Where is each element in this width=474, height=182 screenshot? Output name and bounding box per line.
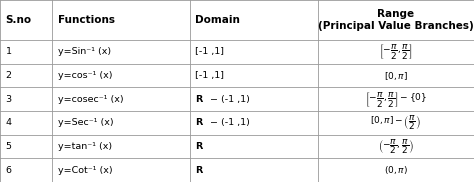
Text: y=Sin⁻¹ (x): y=Sin⁻¹ (x) (58, 47, 111, 56)
Text: R: R (195, 95, 202, 104)
Text: 5: 5 (6, 142, 12, 151)
Text: Range
(Principal Value Branches): Range (Principal Value Branches) (318, 9, 474, 31)
Text: [-1 ,1]: [-1 ,1] (195, 47, 224, 56)
Text: $[0,\pi]-\left(\dfrac{\pi}{2}\right)$: $[0,\pi]-\left(\dfrac{\pi}{2}\right)$ (371, 113, 421, 132)
Text: R: R (195, 118, 202, 127)
Text: [-1 ,1]: [-1 ,1] (195, 71, 224, 80)
Text: y=cosec⁻¹ (x): y=cosec⁻¹ (x) (58, 95, 123, 104)
Text: R: R (195, 142, 202, 151)
Text: 3: 3 (6, 95, 12, 104)
Text: R: R (195, 166, 202, 175)
Text: Domain: Domain (195, 15, 240, 25)
Text: y=Cot⁻¹ (x): y=Cot⁻¹ (x) (58, 166, 112, 175)
Text: $[0,\pi]$: $[0,\pi]$ (384, 70, 408, 82)
Text: S.no: S.no (6, 15, 32, 25)
Text: y=tan⁻¹ (x): y=tan⁻¹ (x) (58, 142, 112, 151)
Text: 1: 1 (6, 47, 12, 56)
Text: $\left(-\dfrac{\pi}{2},\dfrac{\pi}{2}\right)$: $\left(-\dfrac{\pi}{2},\dfrac{\pi}{2}\ri… (378, 137, 414, 156)
Text: $\left[-\dfrac{\pi}{2},\dfrac{\pi}{2}\right]-\{0\}$: $\left[-\dfrac{\pi}{2},\dfrac{\pi}{2}\ri… (365, 90, 427, 109)
Text: y=cos⁻¹ (x): y=cos⁻¹ (x) (58, 71, 112, 80)
Text: − (-1 ,1): − (-1 ,1) (207, 118, 250, 127)
Text: − (-1 ,1): − (-1 ,1) (207, 95, 250, 104)
Text: y=Sec⁻¹ (x): y=Sec⁻¹ (x) (58, 118, 113, 127)
Text: Functions: Functions (58, 15, 115, 25)
Text: $(0,\pi)$: $(0,\pi)$ (384, 164, 408, 176)
Text: $\left[-\dfrac{\pi}{2},\dfrac{\pi}{2}\right]$: $\left[-\dfrac{\pi}{2},\dfrac{\pi}{2}\ri… (379, 42, 412, 61)
Text: 2: 2 (6, 71, 12, 80)
Text: 6: 6 (6, 166, 12, 175)
Text: 4: 4 (6, 118, 12, 127)
